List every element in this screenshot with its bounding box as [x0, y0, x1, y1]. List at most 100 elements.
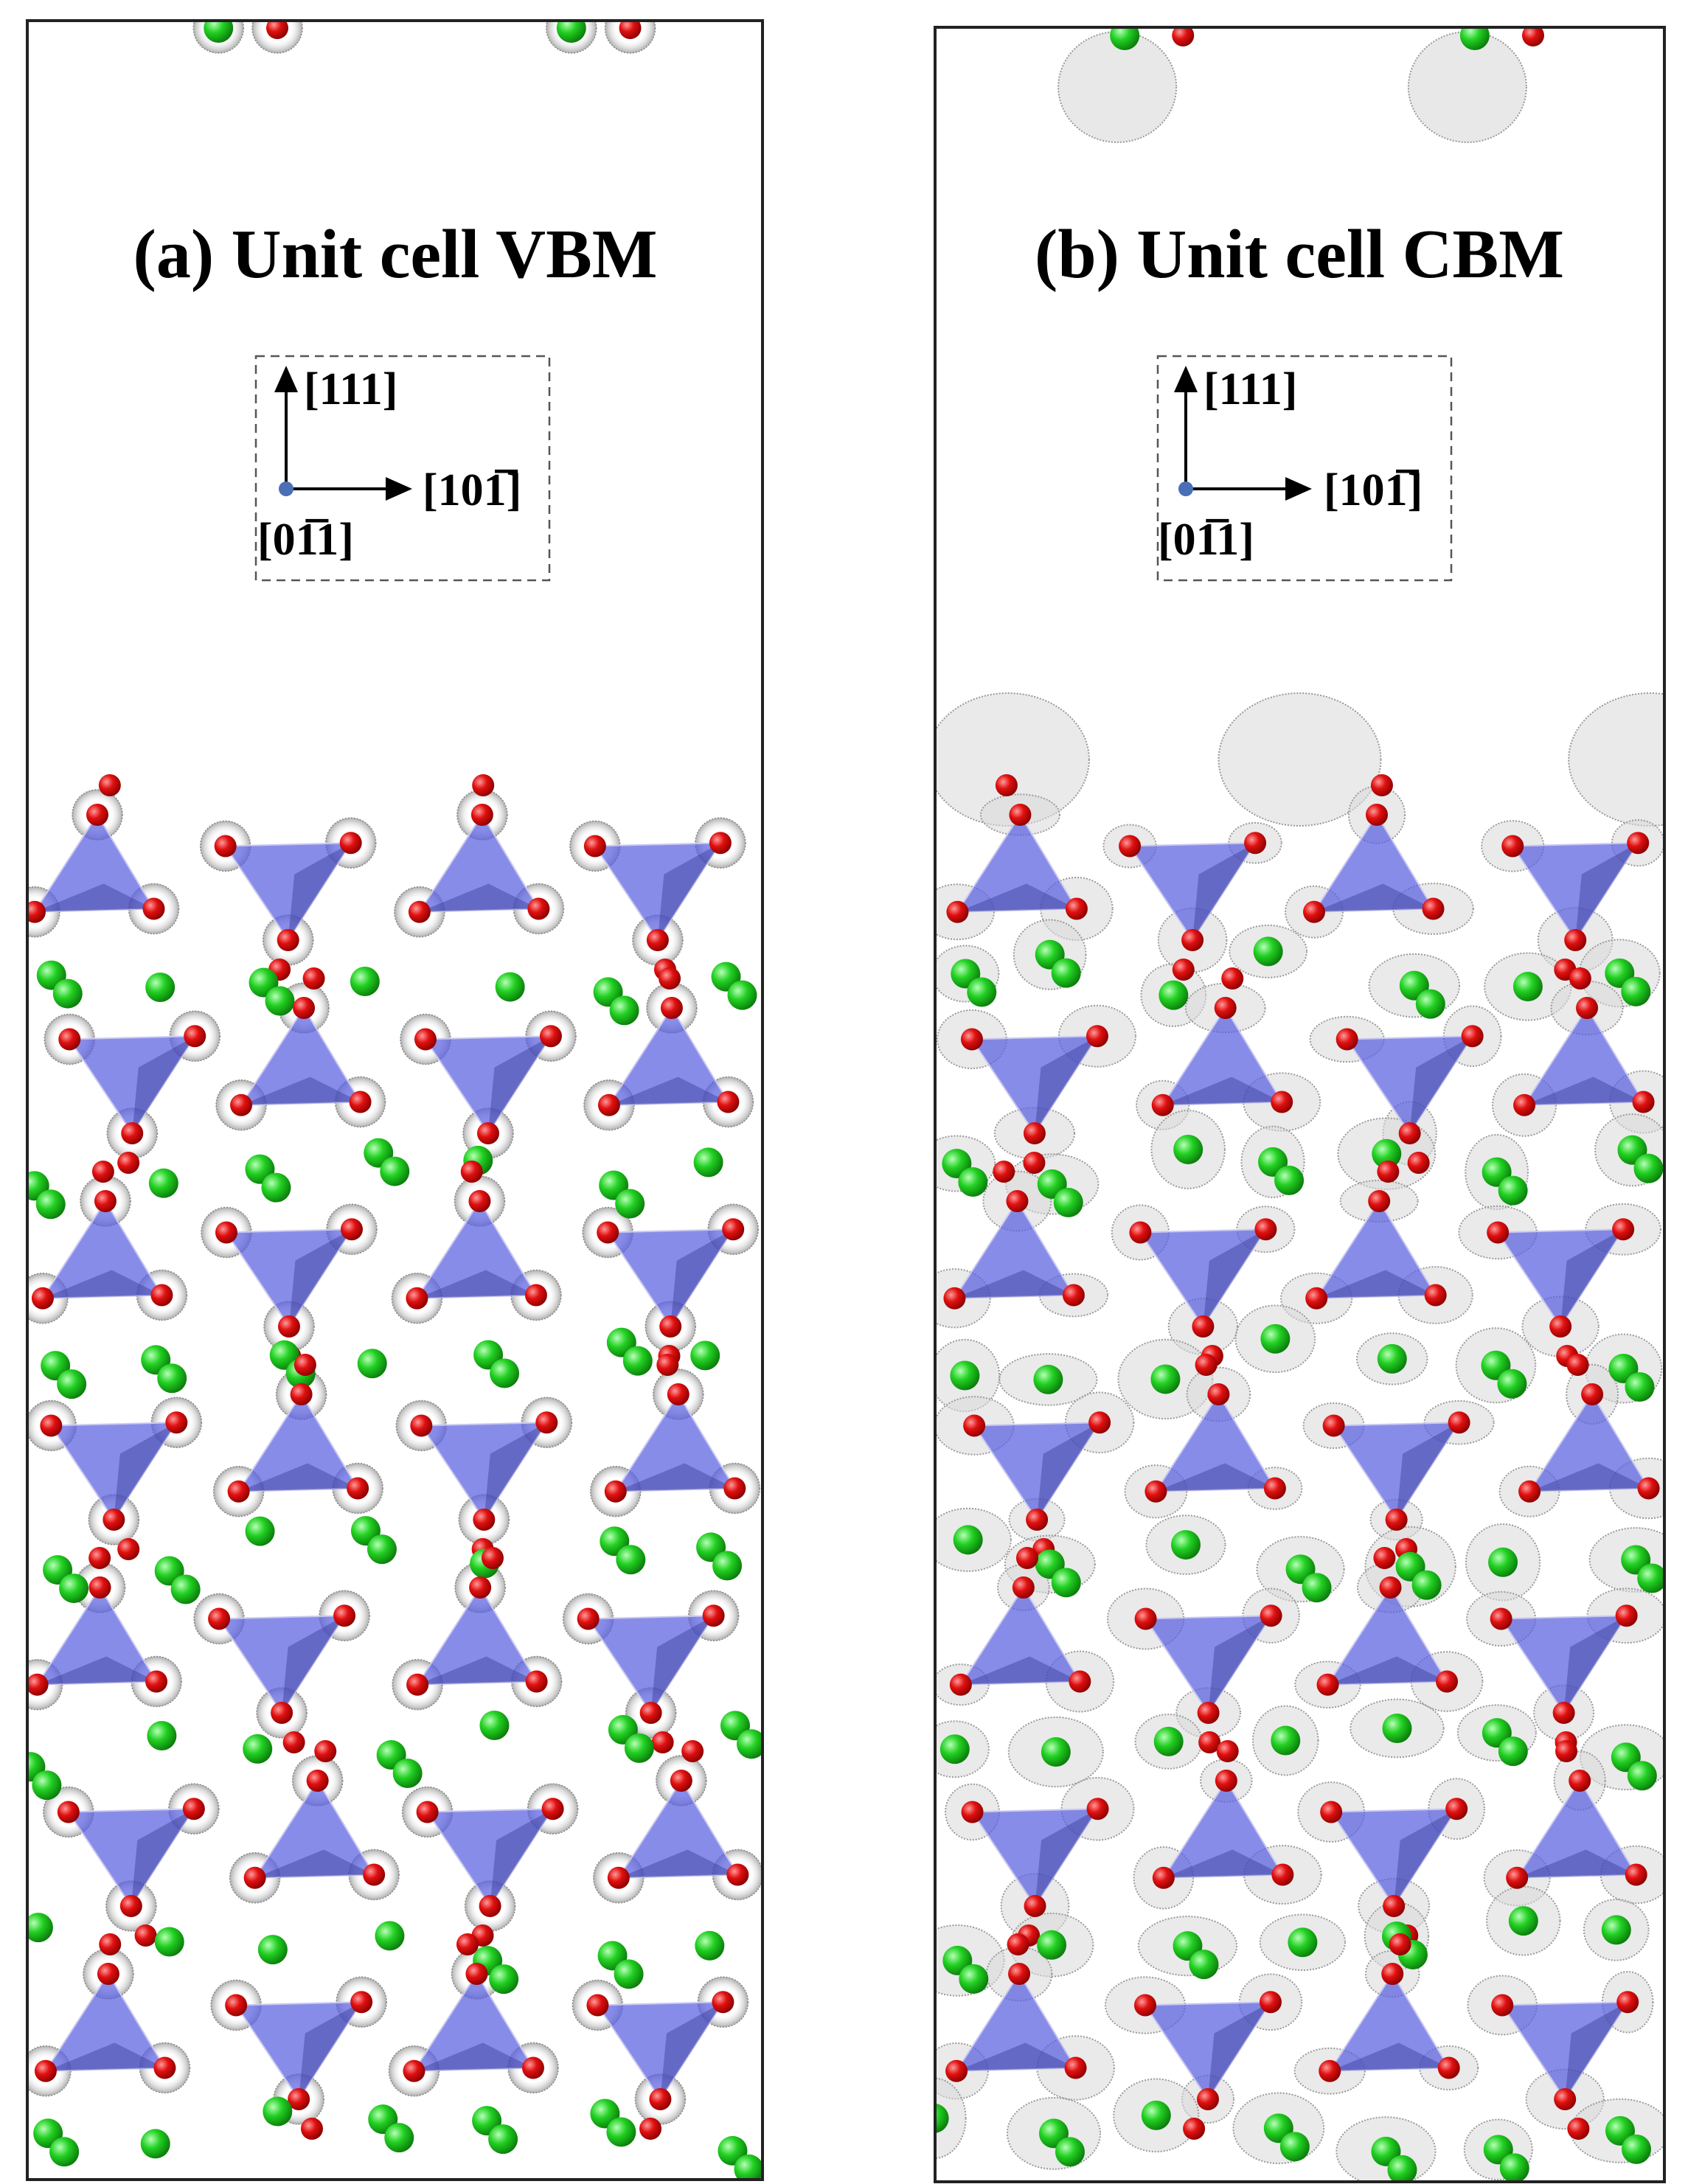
oxygen-atom: [1385, 1509, 1408, 1531]
oxygen-atom: [134, 1924, 157, 1947]
tetrahedron-face: [1163, 1849, 1283, 1878]
tetrahedron: [235, 2001, 364, 2101]
oxygen-atom: [1221, 967, 1244, 990]
oxygen-atom: [1064, 2056, 1087, 2079]
tetrahedron-face: [657, 843, 720, 940]
tetrahedron-face: [282, 1616, 345, 1713]
oxygen-atom: [88, 1576, 111, 1599]
tetrahedron: [33, 813, 156, 913]
oxygen-atom: [1513, 1093, 1536, 1116]
oxygen-atom: [1407, 1152, 1430, 1174]
tetrahedron: [420, 1422, 549, 1521]
tetrahedron-face: [1560, 1229, 1624, 1326]
oxygen-atom: [1564, 929, 1587, 951]
tetrahedron: [596, 2001, 725, 2101]
calcium-atom: [263, 2096, 293, 2126]
oxygen-atom: [1119, 835, 1142, 858]
tetrahedron: [959, 1586, 1082, 1686]
calcium-atom: [1170, 1530, 1201, 1560]
oxygen-atom: [416, 1801, 439, 1823]
oxygen-atom: [182, 1798, 205, 1820]
oxygen-atom: [726, 1863, 749, 1886]
calcium-atom: [736, 1729, 763, 1759]
oxygen-atom: [1424, 1284, 1447, 1307]
oxygen-atom: [1552, 1702, 1575, 1724]
tetrahedron-face: [1330, 2042, 1449, 2071]
oxygen-atom: [651, 1731, 674, 1753]
tetrahedron-face: [417, 1270, 536, 1298]
oxygen-atom: [1215, 1770, 1237, 1792]
tetrahedron-face: [1524, 1077, 1644, 1105]
axis-indicator: [111] [101̅] [01̅1]: [1156, 355, 1453, 582]
calcium-atom: [1498, 1736, 1528, 1767]
tetrahedron: [953, 1200, 1075, 1299]
oxygen-atom: [723, 1477, 746, 1500]
tetrahedron-face: [957, 883, 1077, 912]
oxygen-atom: [1518, 1480, 1541, 1503]
oxygen-atom: [165, 1411, 188, 1434]
oxygen-atom: [57, 1801, 80, 1823]
oxygen-atom: [670, 1770, 692, 1792]
oxygen-atom: [1549, 1315, 1572, 1338]
oxygen-atom: [1437, 2056, 1460, 2079]
calcium-atom: [1415, 989, 1445, 1019]
tetrahedron-face: [484, 1422, 547, 1520]
oxygen-atom: [1254, 1218, 1277, 1241]
tetrahedron-face: [1409, 1036, 1473, 1133]
calcium-atom: [204, 21, 234, 43]
oxygen-atom: [215, 1221, 237, 1244]
axis-label: [101̅]: [1324, 465, 1423, 515]
calcium-atom: [148, 1168, 178, 1198]
oxygen-atom: [153, 2056, 176, 2079]
tetrahedron-face: [660, 2002, 723, 2099]
calcium-atom: [57, 1369, 87, 1399]
calcium-atom: [1271, 1725, 1301, 1756]
oxygen-atom: [91, 1161, 114, 1183]
oxygen-atom: [142, 897, 165, 920]
tetrahedron-face: [299, 2002, 362, 2099]
calcium-atom: [953, 1525, 983, 1555]
tetrahedron-face: [37, 1656, 157, 1685]
tetrahedron: [240, 1006, 362, 1106]
oxygen-atom: [1197, 1702, 1220, 1724]
tetrahedron-face: [42, 1270, 162, 1298]
oxygen-atom: [1373, 1547, 1396, 1569]
oxygen-atom: [1632, 1091, 1655, 1113]
tetrahedron-face: [650, 1616, 714, 1713]
calcium-atom: [939, 1734, 970, 1764]
oxygen-atom: [265, 21, 288, 39]
oxygen-atom: [1192, 1315, 1215, 1338]
oxygen-atom: [121, 1122, 144, 1144]
oxygen-atom: [1576, 997, 1599, 1019]
axis-label: [101̅]: [423, 465, 521, 515]
calcium-atom: [1499, 2153, 1529, 2182]
calcium-atom: [1512, 972, 1543, 1002]
axis-label: [111]: [304, 364, 397, 414]
oxygen-atom: [712, 1991, 734, 2014]
oxygen-atom: [1006, 1190, 1029, 1212]
oxygen-atom: [479, 1895, 501, 1917]
tetrahedron: [1328, 1972, 1451, 2072]
calcium-atom: [261, 1172, 291, 1203]
calcium-atom: [1051, 1568, 1081, 1598]
tetrahedron-face: [670, 1229, 734, 1326]
calcium-atom: [1633, 1153, 1664, 1183]
oxygen-atom: [1305, 1287, 1328, 1310]
oxygen-atom: [1521, 27, 1544, 46]
oxygen-atom: [1151, 1093, 1174, 1116]
oxygen-atom: [230, 1093, 253, 1116]
calcium-atom: [1387, 2155, 1417, 2182]
oxygen-atom: [995, 774, 1018, 796]
calcium-atom: [27, 1913, 53, 1943]
calcium-atom: [1053, 1187, 1083, 1217]
oxygen-atom: [363, 1863, 386, 1886]
calcium-atom: [1508, 1906, 1538, 1936]
tetrahedron-face: [131, 1809, 194, 1906]
oxygen-atom: [541, 1798, 564, 1820]
tetrahedron: [1496, 1228, 1625, 1328]
tetrahedron: [1161, 1006, 1283, 1106]
calcium-atom: [1253, 936, 1283, 967]
density-isosurface: [935, 2077, 967, 2160]
tetrahedron-face: [615, 1463, 735, 1492]
axis-label: [01̅1]: [257, 515, 354, 565]
